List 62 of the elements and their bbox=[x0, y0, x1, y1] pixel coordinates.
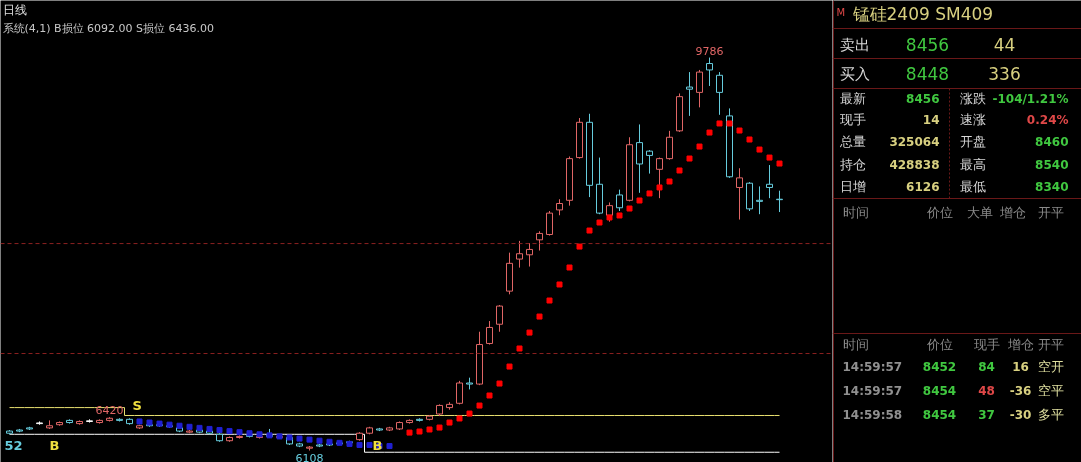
text: 最高 bbox=[959, 157, 986, 172]
text: 0.24% bbox=[1026, 112, 1069, 127]
text: 速涨 bbox=[959, 112, 986, 127]
text: 14:59:57 bbox=[842, 359, 903, 374]
text: 8456 bbox=[906, 92, 940, 106]
text: 8460 bbox=[1035, 135, 1069, 149]
text: 大单 bbox=[966, 205, 993, 220]
text: 8454 bbox=[922, 408, 957, 422]
text: 增仓 bbox=[998, 205, 1026, 220]
text: 8452 bbox=[922, 360, 957, 374]
text: -30 bbox=[1009, 408, 1032, 422]
text: 37 bbox=[978, 408, 995, 422]
text: 开平 bbox=[1037, 337, 1064, 352]
text: 空开 bbox=[1037, 359, 1064, 374]
text: 428838 bbox=[889, 158, 940, 172]
text: 8540 bbox=[1035, 158, 1069, 172]
text: 14:59:57 bbox=[842, 383, 903, 398]
text: 日增 bbox=[839, 179, 866, 194]
text: 现手 bbox=[839, 112, 866, 127]
text: 价位 bbox=[925, 337, 953, 352]
text: 8456 bbox=[905, 35, 950, 55]
annotation: B bbox=[372, 438, 383, 454]
text: 持仓 bbox=[839, 157, 866, 172]
text: 系统(4,1) B损位 6092.00 S损位 6436.00 bbox=[2, 21, 215, 35]
text: 开平 bbox=[1037, 205, 1064, 220]
text: 最新 bbox=[839, 91, 866, 106]
text: 325064 bbox=[889, 135, 940, 149]
annotation: S bbox=[132, 397, 142, 413]
text: 增仓 bbox=[1006, 337, 1034, 352]
text: 8340 bbox=[1035, 180, 1069, 194]
text: 44 bbox=[993, 35, 1016, 55]
text: 卖出 bbox=[839, 35, 870, 54]
text: 最低 bbox=[959, 179, 986, 194]
text: 锰硅2409 SM409 bbox=[851, 3, 994, 24]
text: 14 bbox=[922, 113, 940, 127]
text: 8454 bbox=[922, 384, 957, 398]
annotation: 52 bbox=[4, 437, 23, 453]
text: 多平 bbox=[1037, 407, 1064, 422]
text: 84 bbox=[978, 360, 995, 374]
annotation: 6108 bbox=[295, 451, 324, 462]
chart-title: 日线 bbox=[2, 2, 27, 17]
text: -104/1.21% bbox=[992, 91, 1069, 106]
text: 6126 bbox=[906, 180, 940, 194]
annotation: 6420 bbox=[95, 404, 124, 418]
text: M bbox=[836, 7, 846, 18]
text: 14:59:58 bbox=[842, 407, 903, 422]
text: 现手 bbox=[973, 337, 1000, 352]
text: 涨跌 bbox=[959, 91, 986, 106]
text: -36 bbox=[1009, 384, 1032, 398]
text: 买入 bbox=[839, 64, 870, 83]
text: 336 bbox=[988, 64, 1021, 84]
text: 总量 bbox=[838, 134, 866, 149]
annotation: 9786 bbox=[695, 44, 724, 58]
text: 时间 bbox=[842, 337, 869, 352]
text: 开盘 bbox=[959, 134, 986, 149]
text: 价位 bbox=[925, 205, 953, 220]
text: 空平 bbox=[1037, 383, 1064, 398]
text: 8448 bbox=[905, 64, 950, 84]
annotation: B bbox=[49, 438, 60, 454]
text: 时间 bbox=[842, 205, 869, 220]
text: 48 bbox=[978, 384, 995, 398]
text: 16 bbox=[1012, 360, 1029, 374]
